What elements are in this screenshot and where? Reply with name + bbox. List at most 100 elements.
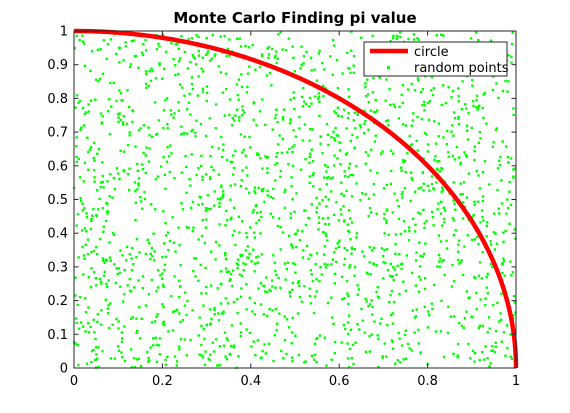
y-tick-label: 0.1	[47, 328, 68, 343]
random-point	[450, 285, 454, 288]
random-point	[324, 222, 327, 226]
random-point	[158, 45, 161, 48]
random-point	[300, 64, 303, 67]
random-point	[130, 366, 134, 369]
y-tick-label: 0.6	[47, 159, 68, 174]
random-point	[87, 322, 90, 325]
random-point	[385, 219, 388, 222]
random-point	[199, 263, 202, 267]
random-point	[137, 184, 140, 187]
random-point	[359, 198, 362, 202]
random-point	[441, 168, 444, 171]
random-point	[464, 153, 467, 157]
random-point	[177, 226, 180, 229]
random-point	[224, 209, 228, 213]
random-point	[422, 189, 425, 192]
random-point	[332, 39, 335, 42]
random-point	[442, 34, 445, 37]
random-point	[149, 346, 152, 349]
random-point	[319, 266, 322, 269]
random-point	[154, 336, 157, 339]
random-point	[447, 86, 450, 89]
random-point	[348, 264, 352, 267]
random-point	[458, 239, 461, 242]
random-point	[350, 195, 354, 198]
random-point	[237, 98, 240, 101]
random-point	[460, 324, 464, 328]
random-point	[137, 279, 140, 282]
random-point	[426, 310, 430, 313]
random-point	[120, 331, 123, 334]
random-point	[453, 158, 457, 161]
random-point	[204, 173, 208, 176]
random-point	[238, 116, 241, 119]
random-point	[289, 295, 292, 298]
random-point	[115, 52, 118, 56]
random-point	[87, 276, 90, 279]
random-point	[404, 329, 407, 332]
random-point	[197, 75, 200, 78]
random-point	[74, 317, 78, 320]
random-point	[379, 322, 382, 325]
random-point	[239, 254, 243, 258]
random-point	[491, 349, 495, 352]
random-point	[119, 285, 122, 288]
random-point	[398, 105, 401, 108]
random-point	[118, 89, 121, 92]
random-point	[389, 182, 393, 186]
random-point	[315, 290, 318, 293]
random-point	[153, 259, 156, 262]
random-point	[480, 209, 484, 212]
random-point	[215, 103, 218, 106]
random-point	[233, 183, 237, 186]
random-point	[409, 199, 412, 203]
random-point	[364, 94, 368, 98]
random-point	[132, 39, 136, 42]
random-point	[248, 331, 252, 335]
random-point	[89, 146, 93, 149]
random-point	[94, 98, 97, 101]
random-point	[87, 103, 90, 106]
random-point	[82, 42, 86, 45]
random-point	[331, 258, 334, 261]
random-point	[170, 113, 173, 116]
random-point	[290, 184, 293, 188]
random-point	[93, 168, 96, 172]
random-point	[165, 160, 169, 163]
random-point	[157, 269, 160, 272]
random-point	[380, 152, 383, 155]
random-point	[83, 227, 86, 230]
random-point	[489, 39, 493, 42]
random-point	[100, 121, 104, 124]
random-point	[452, 280, 456, 283]
random-point	[189, 60, 192, 64]
random-point	[283, 262, 287, 265]
random-point	[391, 36, 395, 40]
random-point	[471, 316, 474, 319]
random-point	[75, 160, 78, 164]
random-point	[485, 224, 488, 227]
random-point	[478, 358, 481, 362]
random-point	[218, 202, 221, 205]
random-point	[372, 246, 376, 249]
random-point	[268, 288, 271, 291]
random-point	[484, 297, 487, 300]
random-point	[369, 169, 372, 172]
random-point	[283, 338, 287, 342]
random-point	[292, 56, 295, 59]
random-point	[285, 318, 289, 321]
random-point	[210, 165, 213, 169]
random-point	[256, 211, 259, 215]
random-point	[417, 187, 420, 190]
random-point	[96, 48, 100, 51]
random-point	[377, 337, 380, 341]
random-point	[438, 170, 442, 173]
random-point	[322, 231, 325, 234]
random-point	[343, 219, 346, 222]
y-tick-label: 1	[60, 25, 68, 40]
random-point	[267, 46, 271, 49]
random-point	[155, 343, 158, 347]
random-point	[281, 48, 284, 51]
random-point	[401, 123, 405, 126]
random-point	[293, 210, 296, 213]
